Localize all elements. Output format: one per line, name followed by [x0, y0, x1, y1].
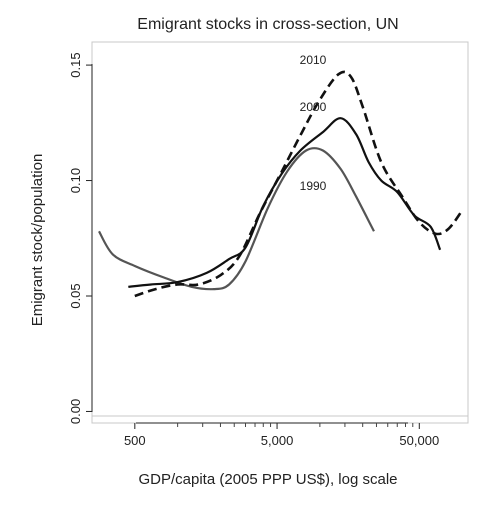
chart-title: Emigrant stocks in cross-section, UN [137, 16, 398, 33]
y-tick-label: 0.05 [68, 283, 83, 308]
annotation-1990: 1990 [300, 179, 327, 193]
x-tick-label: 50,000 [399, 433, 439, 448]
y-axis-label: Emigrant stock/population [29, 154, 46, 327]
x-tick-label: 5,000 [261, 433, 294, 448]
y-tick-label: 0.15 [68, 52, 83, 77]
axes-layer [91, 41, 469, 424]
y-tick-label: 0.10 [68, 168, 83, 193]
series-line-2010 [134, 70, 464, 298]
annotation-2010: 2010 [300, 53, 327, 67]
series-layer [98, 70, 464, 298]
series-line-1990 [98, 146, 375, 291]
ticks-layer: 0.00 0.05 0.10 0.15 500 5,000 50,000 [68, 52, 439, 448]
series-line-2000 [128, 117, 442, 288]
y-tick-label: 0.00 [68, 399, 83, 424]
x-axis-label: GDP/capita (2005 PPP US$), log scale [138, 471, 397, 488]
plot-area-frame [91, 41, 469, 424]
x-tick-label: 500 [124, 433, 146, 448]
annotation-2000: 2000 [300, 100, 327, 114]
